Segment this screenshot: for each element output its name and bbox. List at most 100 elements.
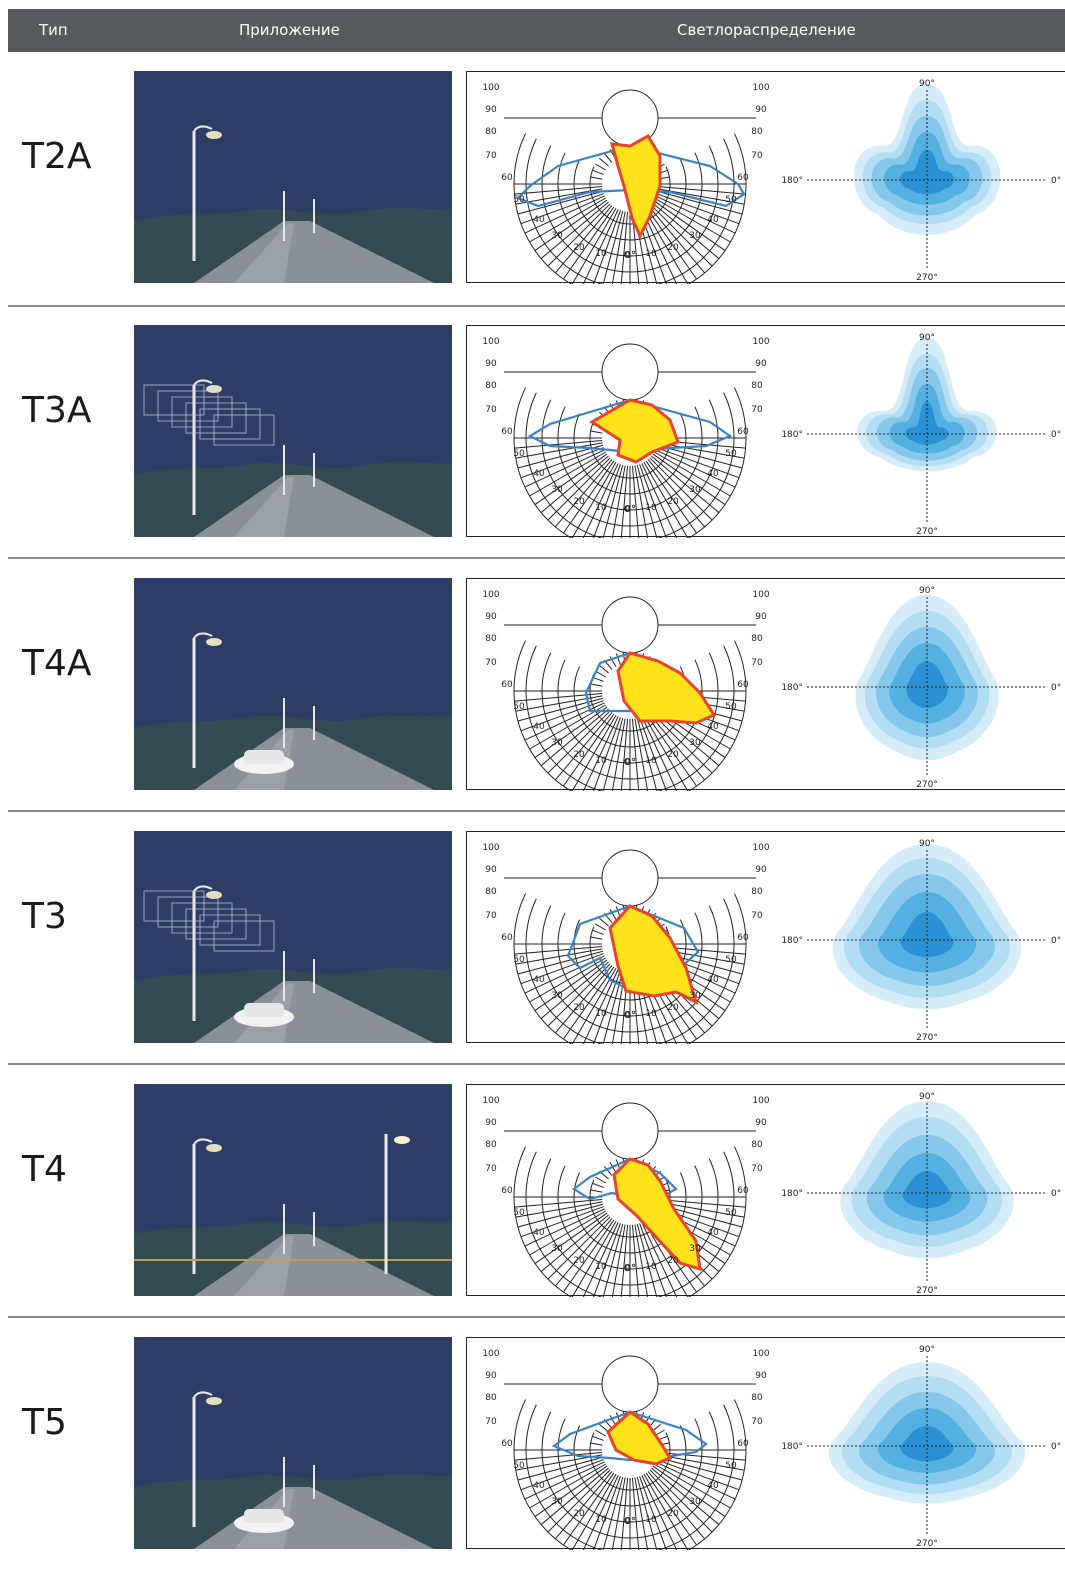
blue-intensity-curve: [566, 904, 700, 992]
polar-tick-left: 10: [595, 1262, 607, 1272]
polar-tick-left: 20: [573, 750, 585, 760]
polar-tick-right: 40: [707, 722, 719, 732]
polar-center-label: 0°: [624, 757, 636, 768]
light-distribution-panel: 100 90 80 70 60 50 40 30 20 10 100 90 80 70 60 50 40 30 20…: [466, 831, 1065, 1044]
polar-tick-left: 30: [551, 1244, 563, 1254]
polar-tick-left: 50: [513, 449, 525, 459]
application-photo: [134, 325, 452, 537]
isolux-label-top: 90°: [919, 1092, 935, 1102]
distribution-svg: 100 90 80 70 60 50 40 30 20 10 100 90 80 70 60 50 40 30 20…: [482, 1345, 1061, 1550]
polar-tick-left: 90: [485, 1118, 497, 1128]
polar-tick-right: 90: [755, 105, 767, 115]
polar-tick-right: 20: [667, 243, 679, 253]
row-divider: [8, 305, 1065, 307]
polar-center-label: 0°: [624, 1010, 636, 1021]
isolux-contour: [900, 150, 954, 195]
polar-tick-right: 40: [707, 975, 719, 985]
polar-tick-right: 30: [689, 991, 701, 1001]
polar-tick-left: 100: [482, 590, 499, 600]
table-row: T4 100 90 80 70 60 50 40 30 20 10 100 90 80 70 60 50 40 30…: [8, 1064, 1065, 1317]
type-label: T5: [22, 1402, 67, 1443]
polar-tick-right: 70: [751, 658, 763, 668]
polar-tick-right: 90: [755, 359, 767, 369]
application-photo: [134, 1337, 452, 1549]
isolux-label-top: 90°: [919, 1345, 935, 1355]
polar-tick-right: 30: [689, 738, 701, 748]
polar-tick-right: 70: [751, 405, 763, 415]
polar-tick-left: 70: [485, 151, 497, 161]
header-type: Тип: [39, 21, 68, 39]
isolux-label-top: 90°: [919, 839, 935, 849]
polar-tick-right: 60: [737, 1186, 749, 1196]
polar-tick-right: 80: [751, 1393, 763, 1403]
polar-tick-right: 80: [751, 634, 763, 644]
isolux-label-right: 0°: [1051, 936, 1061, 946]
isolux-contour: [902, 1171, 952, 1209]
isolux-label-left: 180°: [781, 430, 803, 440]
isolux-label-top: 90°: [919, 586, 935, 596]
application-scene: [134, 578, 452, 790]
polar-tick-left: 10: [595, 1009, 607, 1019]
isolux-label-bottom: 270°: [916, 1539, 938, 1549]
polar-tick-left: 10: [595, 503, 607, 513]
row-divider: [8, 810, 1065, 812]
polar-tick-right: 60: [737, 680, 749, 690]
polar-tick-left: 10: [595, 1515, 607, 1525]
polar-tick-right: 10: [645, 1262, 657, 1272]
polar-tick-right: 40: [707, 1228, 719, 1238]
polar-tick-left: 60: [501, 173, 513, 183]
polar-tick-left: 60: [501, 427, 513, 437]
polar-tick-left: 80: [485, 1140, 497, 1150]
isolux-label-left: 180°: [781, 1442, 803, 1452]
polar-tick-right: 30: [689, 485, 701, 495]
polar-tick-left: 60: [501, 680, 513, 690]
polar-tick-left: 20: [573, 243, 585, 253]
polar-tick-left: 90: [485, 359, 497, 369]
polar-center-label: 0°: [624, 504, 636, 515]
polar-tick-left: 70: [485, 911, 497, 921]
polar-tick-right: 40: [707, 215, 719, 225]
application-scene: [134, 71, 452, 283]
table-row: T3 100 90 80 70 60 50 40 30 20 10 100 90 80 70 60 50 40 30…: [8, 811, 1065, 1064]
red-intensity-curve: [612, 1157, 702, 1272]
isolux-label-bottom: 270°: [916, 780, 938, 790]
polar-tick-right: 10: [645, 249, 657, 259]
red-intensity-curve: [616, 651, 717, 725]
polar-center-label: 0°: [624, 1516, 636, 1527]
header-distribution: Светлораспределение: [677, 21, 856, 39]
type-label: T3A: [22, 390, 92, 431]
polar-tick-right: 60: [737, 427, 749, 437]
isolux-label-left: 180°: [781, 1189, 803, 1199]
polar-tick-left: 30: [551, 738, 563, 748]
application-photo: [134, 1084, 452, 1296]
polar-tick-left: 70: [485, 1417, 497, 1427]
polar-tick-left: 20: [573, 1256, 585, 1266]
type-label: T2A: [22, 136, 92, 177]
polar-tick-right: 100: [752, 1349, 769, 1359]
polar-tick-left: 60: [501, 1186, 513, 1196]
row-divider: [8, 1316, 1065, 1318]
isolux-label-right: 0°: [1051, 430, 1061, 440]
polar-tick-right: 50: [725, 955, 737, 965]
isolux-label-right: 0°: [1051, 1442, 1061, 1452]
polar-tick-left: 30: [551, 1497, 563, 1507]
isolux-label-right: 0°: [1051, 683, 1061, 693]
polar-tick-right: 60: [737, 173, 749, 183]
polar-tick-left: 80: [485, 887, 497, 897]
isolux-diagram: [840, 1101, 1014, 1259]
polar-tick-left: 20: [573, 1509, 585, 1519]
polar-tick-left: 80: [485, 1393, 497, 1403]
isolux-contour: [906, 661, 948, 709]
polar-diagram: [504, 1102, 756, 1297]
light-distribution-panel: 100 90 80 70 60 50 40 30 20 10 100 90 80 70 60 50 40 30 20…: [466, 1084, 1065, 1297]
polar-tick-left: 30: [551, 485, 563, 495]
distribution-svg: 100 90 80 70 60 50 40 30 20 10 100 90 80 70 60 50 40 30 20…: [482, 79, 1061, 284]
isolux-label-left: 180°: [781, 176, 803, 186]
blue-intensity-curve: [551, 1410, 708, 1462]
type-label: T4: [22, 1149, 67, 1190]
polar-tick-left: 80: [485, 127, 497, 137]
polar-tick-left: 20: [573, 497, 585, 507]
light-distribution-panel: 100 90 80 70 60 50 40 30 20 10 100 90 80 70 60 50 40 30 20…: [466, 71, 1065, 284]
polar-tick-left: 50: [513, 702, 525, 712]
polar-tick-left: 100: [482, 83, 499, 93]
